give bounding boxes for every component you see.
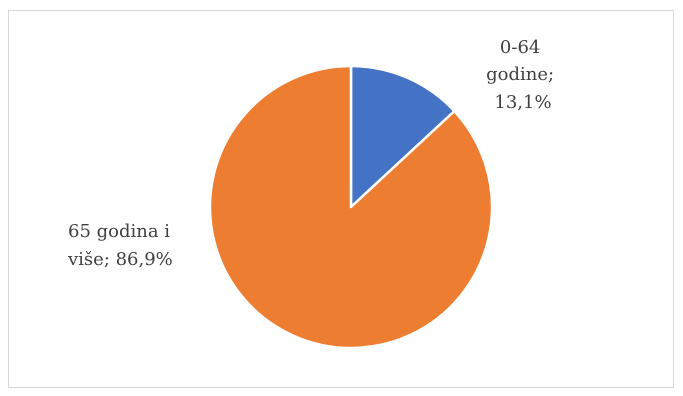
pie-slice-0 xyxy=(349,64,456,209)
pie-slices xyxy=(208,64,494,350)
data-label-slice-0: 0-64 godine; 13,1% xyxy=(486,37,560,113)
pie-slice-1 xyxy=(208,64,494,350)
pie-data-labels: 0-64 godine; 13,1% 65 godina i više; 86,… xyxy=(67,37,560,270)
data-label-slice-1: 65 godina i više; 86,9% xyxy=(67,221,176,270)
